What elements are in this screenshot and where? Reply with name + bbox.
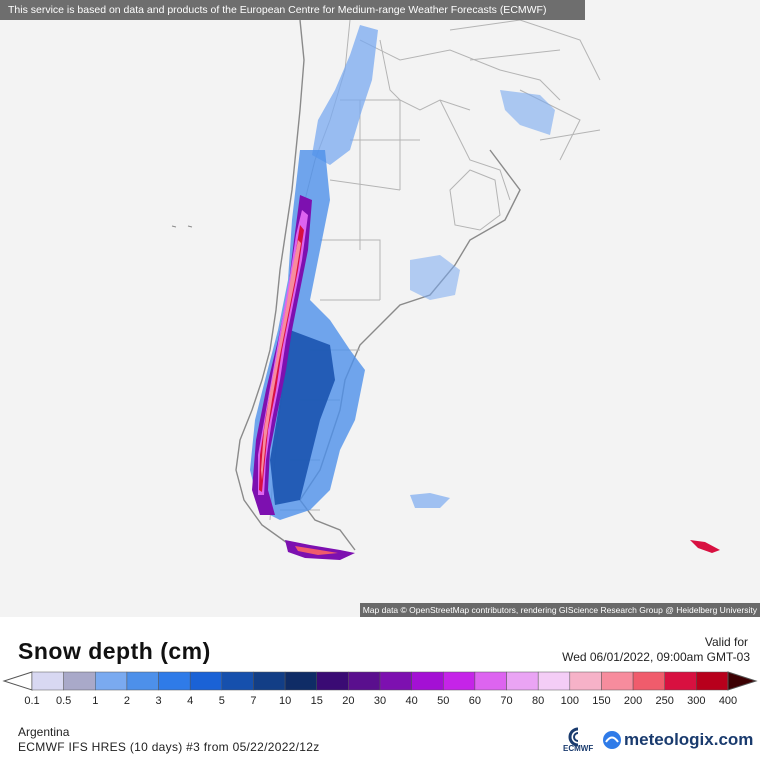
map-canvas <box>171 19 720 560</box>
colorbar-swatch <box>601 671 634 691</box>
colorbar-tick-label: 40 <box>406 695 418 707</box>
colorbar-tick-label: 4 <box>187 695 193 707</box>
colorbar-tick-label: 3 <box>155 695 161 707</box>
colorbar-swatch <box>158 671 191 691</box>
colorbar-tick-label: 20 <box>342 695 354 707</box>
border-bolivia <box>379 39 471 111</box>
colorbar-swatch <box>632 671 665 691</box>
snow-dark-blue <box>270 330 335 505</box>
colorbar-tick-label: 400 <box>719 695 737 707</box>
meteologix-brand[interactable]: meteologix.com <box>606 730 753 750</box>
colorbar-swatch <box>189 671 223 691</box>
juan-fernandez-islands <box>171 225 193 228</box>
colorbar-swatch <box>379 671 412 691</box>
snow-south-brazil <box>500 90 555 135</box>
snow-light-blue-north <box>312 25 378 165</box>
colorbar-under-triangle <box>2 671 33 691</box>
border-uruguay <box>449 169 501 231</box>
colorbar-tick-label: 80 <box>532 695 544 707</box>
colorbar-swatch <box>696 671 729 691</box>
ecmwf-logo-icon <box>568 727 579 747</box>
colorbar-swatch <box>31 671 64 691</box>
colorbar-tick-label: 250 <box>656 695 674 707</box>
snow-buenos-aires <box>410 255 460 300</box>
snow-pink-core <box>261 240 301 480</box>
forecast-map[interactable]: This service is based on data and produc… <box>0 0 760 617</box>
snow-depth-colorbar: 0.1 0.5 1 2 3 4 5 7 10 15 20 30 40 50 60 70 80 100 150 200 2… <box>2 671 758 707</box>
colorbar-tick-label: 100 <box>561 695 579 707</box>
colorbar-tick-label: 15 <box>311 695 323 707</box>
snow-red-ridge <box>259 225 304 492</box>
colorbar-swatch <box>316 671 349 691</box>
meteologix-logo-icon <box>603 731 621 749</box>
region-label: Argentina <box>18 725 70 739</box>
brazil-states <box>449 19 601 161</box>
colorbar-swatch <box>506 671 539 691</box>
brand-text: meteologix.com <box>624 730 754 749</box>
colorbar-tick-label: 300 <box>687 695 705 707</box>
ecmwf-notice-banner: This service is based on data and produc… <box>0 0 585 20</box>
colorbar-over-triangle <box>727 671 758 691</box>
colorbar-swatch <box>474 671 507 691</box>
border-paraguay <box>439 99 511 201</box>
colorbar-swatch <box>569 671 602 691</box>
snow-falklands <box>410 493 450 508</box>
border-north <box>359 39 561 101</box>
snow-depth-layer <box>250 25 720 560</box>
colorbar-tick-label: 30 <box>374 695 386 707</box>
colorbar-tick-label: 60 <box>469 695 481 707</box>
colorbar-tick-label: 5 <box>219 695 225 707</box>
islands <box>171 225 193 228</box>
colorbar-tick-label: 70 <box>500 695 512 707</box>
snow-tdf-core <box>295 546 338 555</box>
colorbar-tick-label: 10 <box>279 695 291 707</box>
snow-south-georgia <box>690 540 720 553</box>
valid-time: Wed 06/01/2022, 09:00am GMT-03 <box>562 650 750 664</box>
colorbar-tick-label: 0.1 <box>24 695 39 707</box>
colorbar-tick-label: 150 <box>592 695 610 707</box>
colorbar-swatch <box>253 671 286 691</box>
colorbar-tick-label: 50 <box>437 695 449 707</box>
province-lines-1 <box>310 99 420 351</box>
colorbar-swatch <box>443 671 476 691</box>
colorbar-swatch <box>126 671 159 691</box>
coastline-pacific <box>235 19 305 546</box>
map-attribution[interactable]: Map data © OpenStreetMap contributors, r… <box>359 603 760 617</box>
map-title: Snow depth (cm) <box>18 638 211 664</box>
colorbar-tick-label: 7 <box>250 695 256 707</box>
colorbar-tick-label: 1 <box>92 695 98 707</box>
colorbar-swatch <box>95 671 128 691</box>
colorbar-tick-label: 2 <box>124 695 130 707</box>
colorbar-swatch <box>63 671 96 691</box>
colorbar-swatch <box>284 671 317 691</box>
colorbar-tick-label: 200 <box>624 695 642 707</box>
colorbar-swatch <box>348 671 381 691</box>
colorbar-swatch <box>664 671 697 691</box>
model-run-label: ECMWF IFS HRES (10 days) #3 from 05/22/2… <box>18 740 320 754</box>
colorbar-swatch <box>537 671 571 691</box>
colorbar-swatch <box>221 671 254 691</box>
ecmwf-logo-text: ECMWF <box>563 744 594 753</box>
valid-label: Valid for <box>704 635 748 649</box>
colorbar-swatch <box>411 671 444 691</box>
colorbar-tick-label: 0.5 <box>56 695 71 707</box>
